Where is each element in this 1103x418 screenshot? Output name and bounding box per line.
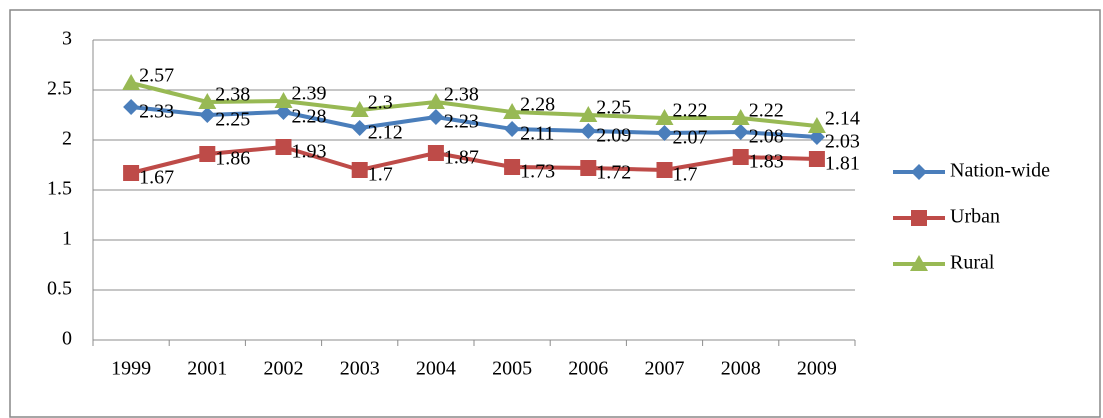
point bbox=[123, 165, 140, 181]
point bbox=[579, 106, 598, 122]
data-label: 2.14 bbox=[825, 108, 860, 130]
y-tick-label: 1 bbox=[62, 228, 72, 250]
series-line bbox=[130, 105, 818, 139]
data-label: 2.08 bbox=[749, 126, 784, 148]
data-label: 2.57 bbox=[139, 65, 174, 87]
point bbox=[504, 121, 521, 137]
point bbox=[656, 125, 673, 141]
x-tick-label: 2007 bbox=[645, 358, 685, 380]
data-label: 2.09 bbox=[596, 125, 631, 147]
data-label: 2.07 bbox=[673, 127, 708, 149]
legend-label: Urban bbox=[950, 206, 1000, 228]
data-label: 2.38 bbox=[215, 84, 250, 106]
data-label: 2.28 bbox=[520, 94, 555, 116]
point bbox=[351, 120, 368, 136]
data-label: 2.39 bbox=[292, 83, 327, 105]
series-line bbox=[130, 145, 817, 175]
point bbox=[503, 103, 522, 119]
point bbox=[504, 159, 521, 175]
data-label: 2.25 bbox=[215, 109, 250, 131]
legend-marker bbox=[911, 164, 927, 180]
data-label: 1.7 bbox=[673, 164, 698, 186]
y-tick-label: 1.5 bbox=[47, 178, 72, 200]
point bbox=[198, 93, 217, 109]
x-tick-label: 2004 bbox=[416, 358, 456, 380]
data-label: 1.86 bbox=[215, 148, 250, 170]
x-tick-label: 1999 bbox=[111, 358, 151, 380]
point bbox=[732, 124, 749, 140]
point bbox=[122, 74, 141, 90]
data-label: 1.73 bbox=[520, 161, 555, 183]
point bbox=[580, 160, 597, 176]
point bbox=[350, 101, 369, 117]
legend-label: Rural bbox=[950, 252, 995, 274]
data-label: 1.93 bbox=[292, 141, 327, 163]
point bbox=[656, 162, 673, 178]
point bbox=[655, 109, 674, 125]
point bbox=[427, 145, 444, 161]
point bbox=[427, 109, 444, 125]
point bbox=[807, 117, 826, 133]
point bbox=[731, 109, 750, 125]
point bbox=[808, 151, 825, 167]
point bbox=[580, 123, 597, 139]
legend-marker bbox=[911, 210, 927, 226]
data-label: 2.12 bbox=[368, 122, 403, 144]
data-label: 2.33 bbox=[139, 101, 174, 123]
point bbox=[274, 92, 293, 108]
y-tick-label: 0.5 bbox=[47, 278, 72, 300]
point bbox=[275, 139, 292, 155]
data-label: 1.87 bbox=[444, 147, 479, 169]
y-tick-label: 2.5 bbox=[47, 78, 72, 100]
data-label: 2.25 bbox=[596, 97, 631, 119]
data-label: 2.11 bbox=[520, 123, 554, 145]
legend-marker bbox=[910, 255, 928, 271]
x-tick-label: 2001 bbox=[187, 358, 227, 380]
data-label: 2.23 bbox=[444, 111, 479, 133]
x-tick-label: 2002 bbox=[264, 358, 304, 380]
point bbox=[426, 93, 445, 109]
point bbox=[732, 149, 749, 165]
x-tick-label: 2003 bbox=[340, 358, 380, 380]
series-line bbox=[130, 81, 818, 128]
data-label: 2.3 bbox=[368, 92, 393, 114]
x-tick-label: 2005 bbox=[492, 358, 532, 380]
legend-label: Nation-wide bbox=[950, 160, 1050, 182]
data-label: 1.81 bbox=[825, 153, 860, 175]
data-label: 2.03 bbox=[825, 131, 860, 153]
data-label: 1.83 bbox=[749, 151, 784, 173]
point bbox=[351, 162, 368, 178]
data-label: 2.28 bbox=[292, 106, 327, 128]
y-tick-label: 0 bbox=[62, 328, 72, 350]
data-label: 2.22 bbox=[749, 100, 784, 122]
data-label: 2.22 bbox=[673, 100, 708, 122]
x-tick-label: 2006 bbox=[568, 358, 608, 380]
point bbox=[123, 99, 140, 115]
data-label: 1.72 bbox=[596, 162, 631, 184]
x-tick-label: 2008 bbox=[721, 358, 761, 380]
x-tick-label: 2009 bbox=[797, 358, 837, 380]
point bbox=[199, 146, 216, 162]
data-label: 1.67 bbox=[139, 167, 174, 189]
y-tick-label: 3 bbox=[62, 28, 72, 50]
data-label: 1.7 bbox=[368, 164, 393, 186]
point bbox=[199, 107, 216, 123]
data-label: 2.38 bbox=[444, 84, 479, 106]
y-tick-label: 2 bbox=[62, 128, 72, 150]
